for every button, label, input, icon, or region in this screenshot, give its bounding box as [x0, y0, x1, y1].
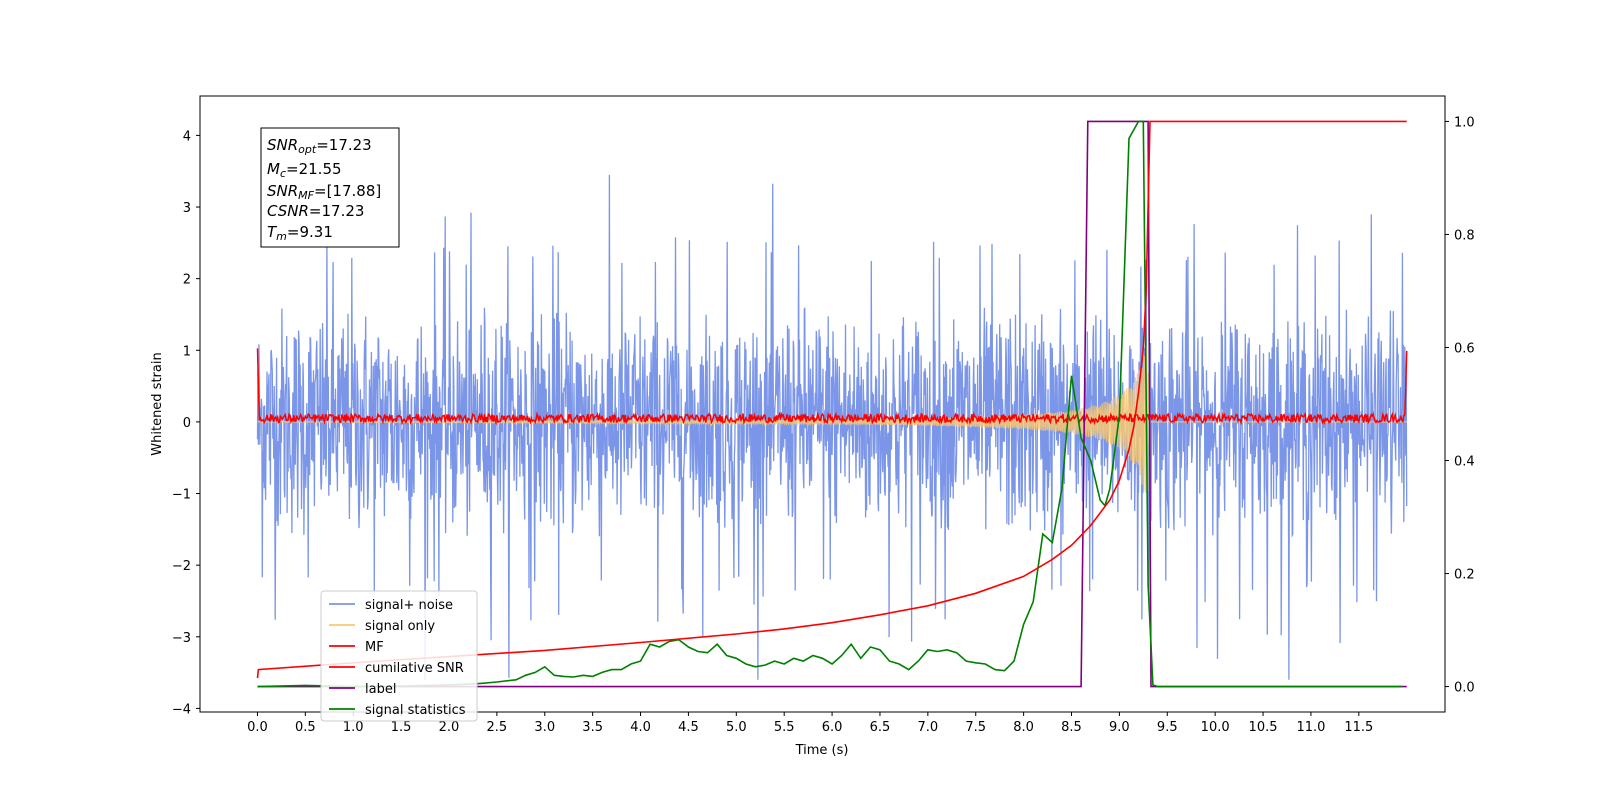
series-mf	[256, 348, 1408, 426]
y2-axis: 1.0 0.8 0.6 0.4 0.2 0.0	[1445, 115, 1475, 696]
x-tick-label: 5.5	[774, 720, 795, 735]
x-tick-label: 9.5	[1157, 720, 1178, 735]
y2-tick-label: 0.0	[1454, 681, 1475, 696]
legend: signal+ noise signal only MF cumilative SNR…	[320, 590, 478, 722]
x-tick-label: 2.5	[487, 720, 508, 735]
y-tick-label: 4	[183, 129, 191, 144]
y-tick-label: 3	[183, 201, 191, 216]
x-tick-label: 0.5	[295, 720, 316, 735]
x-tick-label: 3.5	[582, 720, 603, 735]
legend-label: MF	[365, 640, 384, 655]
annotation-tm: Tm=9.31	[267, 223, 333, 243]
y-tick-label: −1	[172, 488, 191, 503]
x-tick-label: 7.5	[965, 720, 986, 735]
annotation-mc: Mc=21.55	[267, 160, 342, 180]
x-tick-label: 10.0	[1201, 720, 1230, 735]
legend-frame	[320, 590, 478, 722]
legend-label: signal only	[365, 619, 435, 634]
y2-tick-label: 0.4	[1454, 455, 1475, 470]
annotation-csnr: CSNR=17.23	[267, 202, 364, 220]
x-tick-label: 6.0	[822, 720, 843, 735]
series-signal-statistics	[257, 120, 1402, 688]
x-tick-label: 1.5	[391, 720, 412, 735]
legend-label: label	[365, 682, 396, 697]
x-tick-label: 8.0	[1013, 720, 1034, 735]
x-tick-label: 8.5	[1061, 720, 1082, 735]
annotation-snr-opt: SNRopt=17.23	[267, 136, 372, 156]
x-tick-label: 1.0	[343, 720, 364, 735]
annotation-frame	[260, 127, 400, 248]
x-tick-label: 3.0	[534, 720, 555, 735]
x-tick-label: 10.5	[1249, 720, 1278, 735]
series-layer	[256, 120, 1408, 688]
series-cumulative-snr	[256, 120, 1407, 679]
y2-tick-label: 0.2	[1454, 568, 1475, 583]
y-tick-label: 2	[183, 273, 191, 288]
x-tick-label: 2.0	[439, 720, 460, 735]
y-tick-label: 1	[183, 344, 191, 359]
legend-label: signal statistics	[365, 703, 466, 718]
annotation-box: SNRopt=17.23 Mc=21.55 SNRMF=[17.88] CSNR…	[260, 127, 400, 248]
x-axis: 0.0 0.5 1.0 1.5 2.0 2.5 3.0 3.5 4.0 4.5 5.0 5.5 6.0 6…	[247, 712, 1373, 735]
y-tick-label: −4	[172, 702, 191, 717]
x-tick-label: 4.0	[630, 720, 651, 735]
x-tick-label: 5.0	[726, 720, 747, 735]
x-tick-label: 0.0	[247, 720, 268, 735]
x-tick-label: 7.0	[918, 720, 939, 735]
x-tick-label: 9.0	[1109, 720, 1130, 735]
x-tick-label: 6.5	[870, 720, 891, 735]
annotation-snr-mf: SNRMF=[17.88]	[267, 182, 381, 202]
y-tick-label: 0	[183, 416, 191, 431]
y2-tick-label: 0.8	[1454, 228, 1475, 243]
x-axis-label: Time (s)	[795, 743, 849, 758]
x-tick-label: 4.5	[678, 720, 699, 735]
x-tick-label: 11.5	[1344, 720, 1373, 735]
y2-tick-label: 1.0	[1454, 115, 1475, 130]
legend-label: cumilative SNR	[365, 661, 464, 676]
y-tick-label: −3	[172, 631, 191, 646]
y-axis-label: Whitened strain	[150, 352, 165, 455]
x-tick-label: 11.0	[1296, 720, 1325, 735]
plot-frame	[199, 95, 1446, 713]
legend-label: signal+ noise	[365, 598, 453, 613]
y2-tick-label: 0.6	[1454, 341, 1475, 356]
y-tick-label: −2	[172, 559, 191, 574]
y-axis: 4 3 2 1 0 −1 −2 −3 −4	[172, 129, 200, 717]
series-signal-noise	[256, 174, 1408, 680]
